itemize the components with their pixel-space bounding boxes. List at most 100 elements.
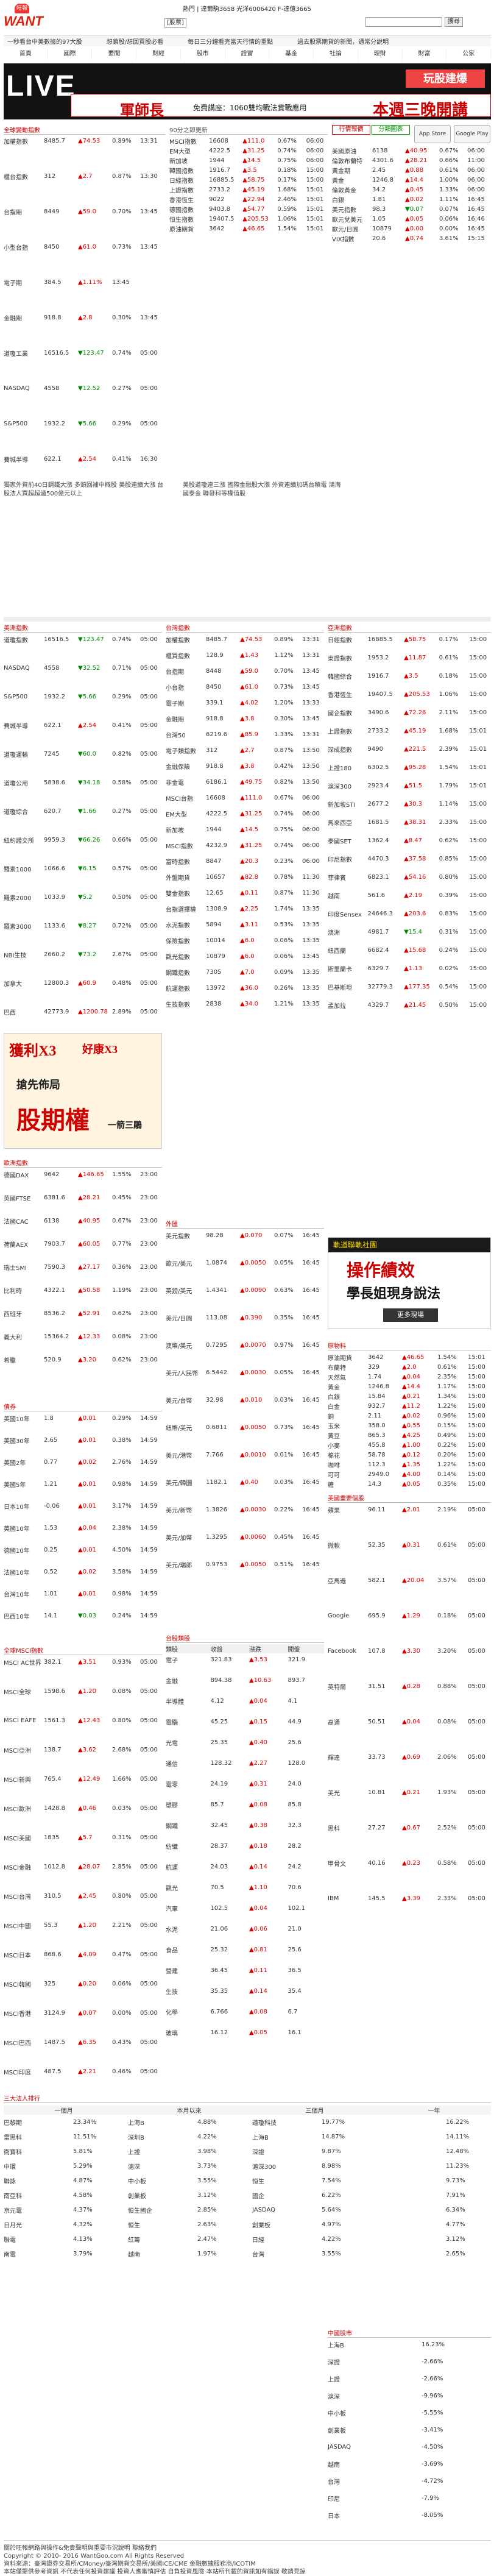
quote-row[interactable]: 美元/日圓 113.08 ▲0.390 0.35% 16:45 [166,1313,324,1322]
quote-row[interactable]: MSCI美國 1835 ▲5.7 0.31% 05:00 [4,1833,162,1842]
quote-row[interactable]: 恒生 7.54% [252,2176,368,2185]
quote-row[interactable]: 汽車 102.5 ▲0.04 102.1 [166,1904,324,1913]
quote-row[interactable]: 孟加拉 4329.7 ▲21.45 0.50% 15:00 [328,1001,491,1010]
quote-row[interactable]: 印度Sensex 24646.3 ▲203.6 0.83% 15:00 [328,909,491,918]
quote-row[interactable]: 越南 561.6 ▲2.19 0.39% 15:00 [328,891,491,900]
quote-row[interactable]: 電零 24.19 ▲0.31 24.0 [166,1779,324,1789]
quote-row[interactable]: 金融期 918.8 ▲2.8 0.30% 13:45 [4,313,165,322]
nav-item[interactable]: 首頁 [4,49,48,60]
quote-row[interactable]: 14.11% [376,2132,491,2141]
quote-row[interactable]: 上海B 16.23% [328,2340,491,2349]
ad-banner-club[interactable]: 軌道聯軌社團 操作績效 學長姐現身說法 更多現場 [328,1237,491,1329]
quote-row[interactable]: 京元電 4.37% [4,2205,119,2215]
quote-row[interactable]: 美國2年 0.77 ▲0.02 2.76% 14:59 [4,1458,162,1467]
nav-item[interactable]: 財經 [136,49,181,60]
quote-row[interactable]: 國企指數 3490.6 ▲72.26 2.11% 15:00 [328,708,491,717]
nav-item[interactable]: 股市 [181,49,225,60]
footer-links[interactable]: 關於旺報網路與操作&免責聲明與重要市況說明 聯絡我們 [4,2545,157,2552]
quote-row[interactable]: 水泥 21.06 ▲0.06 21.0 [166,1925,324,1934]
site-logo[interactable]: 旺報 WANT [4,4,43,29]
quote-row[interactable]: 櫃台指數 312 ▲2.7 0.87% 13:30 [4,172,165,181]
quote-row[interactable]: 德國指數 9403.8 ▲54.77 0.59% 15:01 [169,205,328,214]
quote-row[interactable]: 外盤期貨 10657 ▲82.8 0.78% 11:30 [166,873,324,882]
tab-charts[interactable]: 分類圖表 [372,125,410,135]
quote-row[interactable]: 原油期貨 3642 ▲46.65 1.54% 15:01 [328,1353,491,1362]
quote-row[interactable]: 法國CAC 6138 ▲40.95 0.67% 23:00 [4,1216,162,1226]
search-input[interactable] [365,17,442,27]
quote-row[interactable]: 加權指數 8485.7 ▲74.53 0.89% 13:31 [166,635,324,644]
quote-row[interactable]: 美國原油 6138 ▲40.95 0.67% 06:00 [332,146,491,155]
quote-row[interactable]: 生技 35.35 ▲0.14 35.4 [166,1987,324,1996]
quote-row[interactable]: 羅素2000 1033.9 ▼5.2 0.50% 05:00 [4,893,162,902]
quote-row[interactable]: 深證 9.87% [252,2147,368,2156]
quote-row[interactable]: 咖啡 112.3 ▲1.35 1.22% 15:00 [328,1460,491,1469]
quote-row[interactable]: 3.12% [376,2235,491,2244]
quote-row[interactable]: 羅素3000 1133.6 ▼8.27 0.72% 05:00 [4,921,162,931]
quote-row[interactable]: 紐幣/美元 0.6811 ▲0.0050 0.73% 16:45 [166,1423,324,1432]
quote-row[interactable]: 塑膠 85.7 ▲0.08 85.8 [166,1800,324,1809]
quote-row[interactable]: 保險指數 10014 ▲6.0 0.06% 13:35 [166,936,324,945]
quote-row[interactable]: 水泥指數 5894 ▲3.11 0.53% 13:35 [166,920,324,929]
nav-item[interactable]: 財富 [403,49,447,60]
quote-row[interactable]: MSCI日本 868.6 ▲4.09 0.47% 05:00 [4,1950,162,1959]
quote-row[interactable]: 上證 -2.66% [328,2374,491,2383]
quote-row[interactable]: 道瓊工業 16516.5 ▼123.47 0.74% 05:00 [4,349,165,358]
quote-row[interactable]: 創業板 3.12% [128,2191,244,2200]
quote-row[interactable]: 創業板 4.97% [252,2220,368,2229]
quote-row[interactable]: 紐約證交所 9959.3 ▼66.26 0.66% 05:00 [4,836,162,845]
quote-row[interactable]: 11.23% [376,2162,491,2171]
quote-row[interactable]: 可可 2949.0 ▲4.00 0.14% 15:00 [328,1470,491,1479]
quote-row[interactable]: 電子期 339.1 ▲4.02 1.20% 13:33 [166,698,324,708]
quote-row[interactable]: 倫敦布蘭特 4301.6 ▲28.21 0.66% 11:00 [332,156,491,165]
quote-row[interactable]: 美國30年 2.65 ▲0.01 0.38% 14:59 [4,1436,162,1445]
quote-row[interactable]: 巴西10年 14.1 ▼0.03 0.24% 14:59 [4,1611,162,1620]
quote-row[interactable]: 美元/瑞郎 0.9753 ▲0.0050 0.51% 16:45 [166,1560,324,1569]
quote-row[interactable]: 歐元/日圓 10879 ▲0.00 0.00% 16:45 [332,224,491,233]
quote-row[interactable]: 印尼 -7.9% [328,2494,491,2503]
quote-row[interactable]: 費城半導 622.1 ▲2.54 0.41% 05:00 [4,721,162,730]
quote-row[interactable]: 蘋果 96.11 ▲2.01 2.19% 05:00 [328,1505,491,1514]
quote-row[interactable]: 亞馬遜 582.1 ▲20.04 3.57% 05:00 [328,1576,491,1585]
quote-row[interactable]: 台指期 8449 ▲59.0 0.70% 13:45 [4,207,165,216]
rank-tab[interactable]: 本月以來 [177,2108,202,2115]
quote-row[interactable]: 英國10年 1.53 ▲0.04 2.38% 14:59 [4,1524,162,1533]
quote-row[interactable]: 生技指數 2838 ▲34.0 1.21% 13:35 [166,999,324,1009]
quote-row[interactable]: 營建 36.45 ▲0.11 36.5 [166,1966,324,1975]
quote-row[interactable]: 半導體 4.12 ▲0.04 4.1 [166,1697,324,1706]
promo-link[interactable]: 一秒看台中美數據的97大股 [7,39,82,46]
quote-row[interactable]: 國企 6.22% [252,2191,368,2200]
quote-row[interactable]: 倫敦黃金 34.2 ▲0.45 1.33% 06:00 [332,185,491,194]
quote-row[interactable]: 玉米 358.0 ▲0.55 0.15% 15:00 [328,1421,491,1430]
quote-row[interactable]: 糖 14.3 ▲0.05 0.35% 15:00 [328,1480,491,1489]
quote-row[interactable]: 美國5年 1.21 ▲0.01 0.98% 14:59 [4,1480,162,1489]
quote-row[interactable]: 12.48% [376,2147,491,2156]
quote-row[interactable]: 滬深 3.73% [128,2162,244,2171]
quote-row[interactable]: MSCI指數 4232.9 ▲31.25 0.74% 06:00 [166,841,324,850]
quote-row[interactable]: 布蘭特 329 ▲2.0 0.61% 15:00 [328,1363,491,1372]
quote-row[interactable]: 馬來西亞 1681.5 ▲38.31 2.33% 15:00 [328,818,491,827]
quote-row[interactable]: 美元指數 98.28 ▲0.070 0.07% 16:45 [166,1231,324,1240]
quote-row[interactable]: 16.22% [376,2118,491,2127]
quote-row[interactable]: 深證 -2.66% [328,2357,491,2366]
quote-row[interactable]: 白銀 1.81 ▲0.02 1.11% 16:45 [332,195,491,204]
quote-row[interactable]: 通信 128.32 ▲2.27 128.0 [166,1759,324,1768]
quote-row[interactable]: 日經指數 16885.5 ▲58.75 0.17% 15:00 [328,635,491,644]
quote-row[interactable]: 航運指數 13972 ▲36.0 0.26% 13:35 [166,984,324,993]
quote-row[interactable]: 原油期貨 3642 ▲46.65 1.54% 15:01 [169,224,328,233]
quote-row[interactable]: 美元/人民幣 6.5442 ▲0.0030 0.05% 16:45 [166,1368,324,1377]
quote-row[interactable]: 加拿大 12800.3 ▲60.9 0.48% 05:00 [4,979,162,988]
rank-tab[interactable]: 一年 [428,2108,440,2115]
quote-row[interactable]: 光電 25.35 ▲0.40 25.6 [166,1738,324,1747]
google-play-button[interactable]: Google Play [454,125,490,143]
quote-row[interactable]: 小台指 8450 ▲61.0 0.73% 13:45 [166,683,324,692]
quote-row[interactable]: 深成指數 9490 ▲221.5 2.39% 15:01 [328,745,491,754]
quote-row[interactable]: 巴基斯坦 32779.3 ▲177.35 0.54% 15:00 [328,982,491,992]
nav-item[interactable]: 社論 [314,49,358,60]
quote-row[interactable]: 越南 -3.69% [328,2460,491,2469]
quote-row[interactable]: 台指選擇權 1308.9 ▲2.25 1.74% 13:35 [166,904,324,914]
quote-row[interactable]: 美元/新幣 1.3826 ▲0.0030 0.22% 16:45 [166,1505,324,1514]
quote-row[interactable]: Facebook 107.8 ▲3.30 3.20% 05:00 [328,1647,491,1656]
quote-row[interactable]: 台指期 8448 ▲59.0 0.70% 13:45 [166,667,324,676]
quote-row[interactable]: 金融 894.38 ▲10.63 893.7 [166,1676,324,1685]
quote-row[interactable]: 滬深300 2923.4 ▲51.5 1.79% 15:01 [328,781,491,790]
